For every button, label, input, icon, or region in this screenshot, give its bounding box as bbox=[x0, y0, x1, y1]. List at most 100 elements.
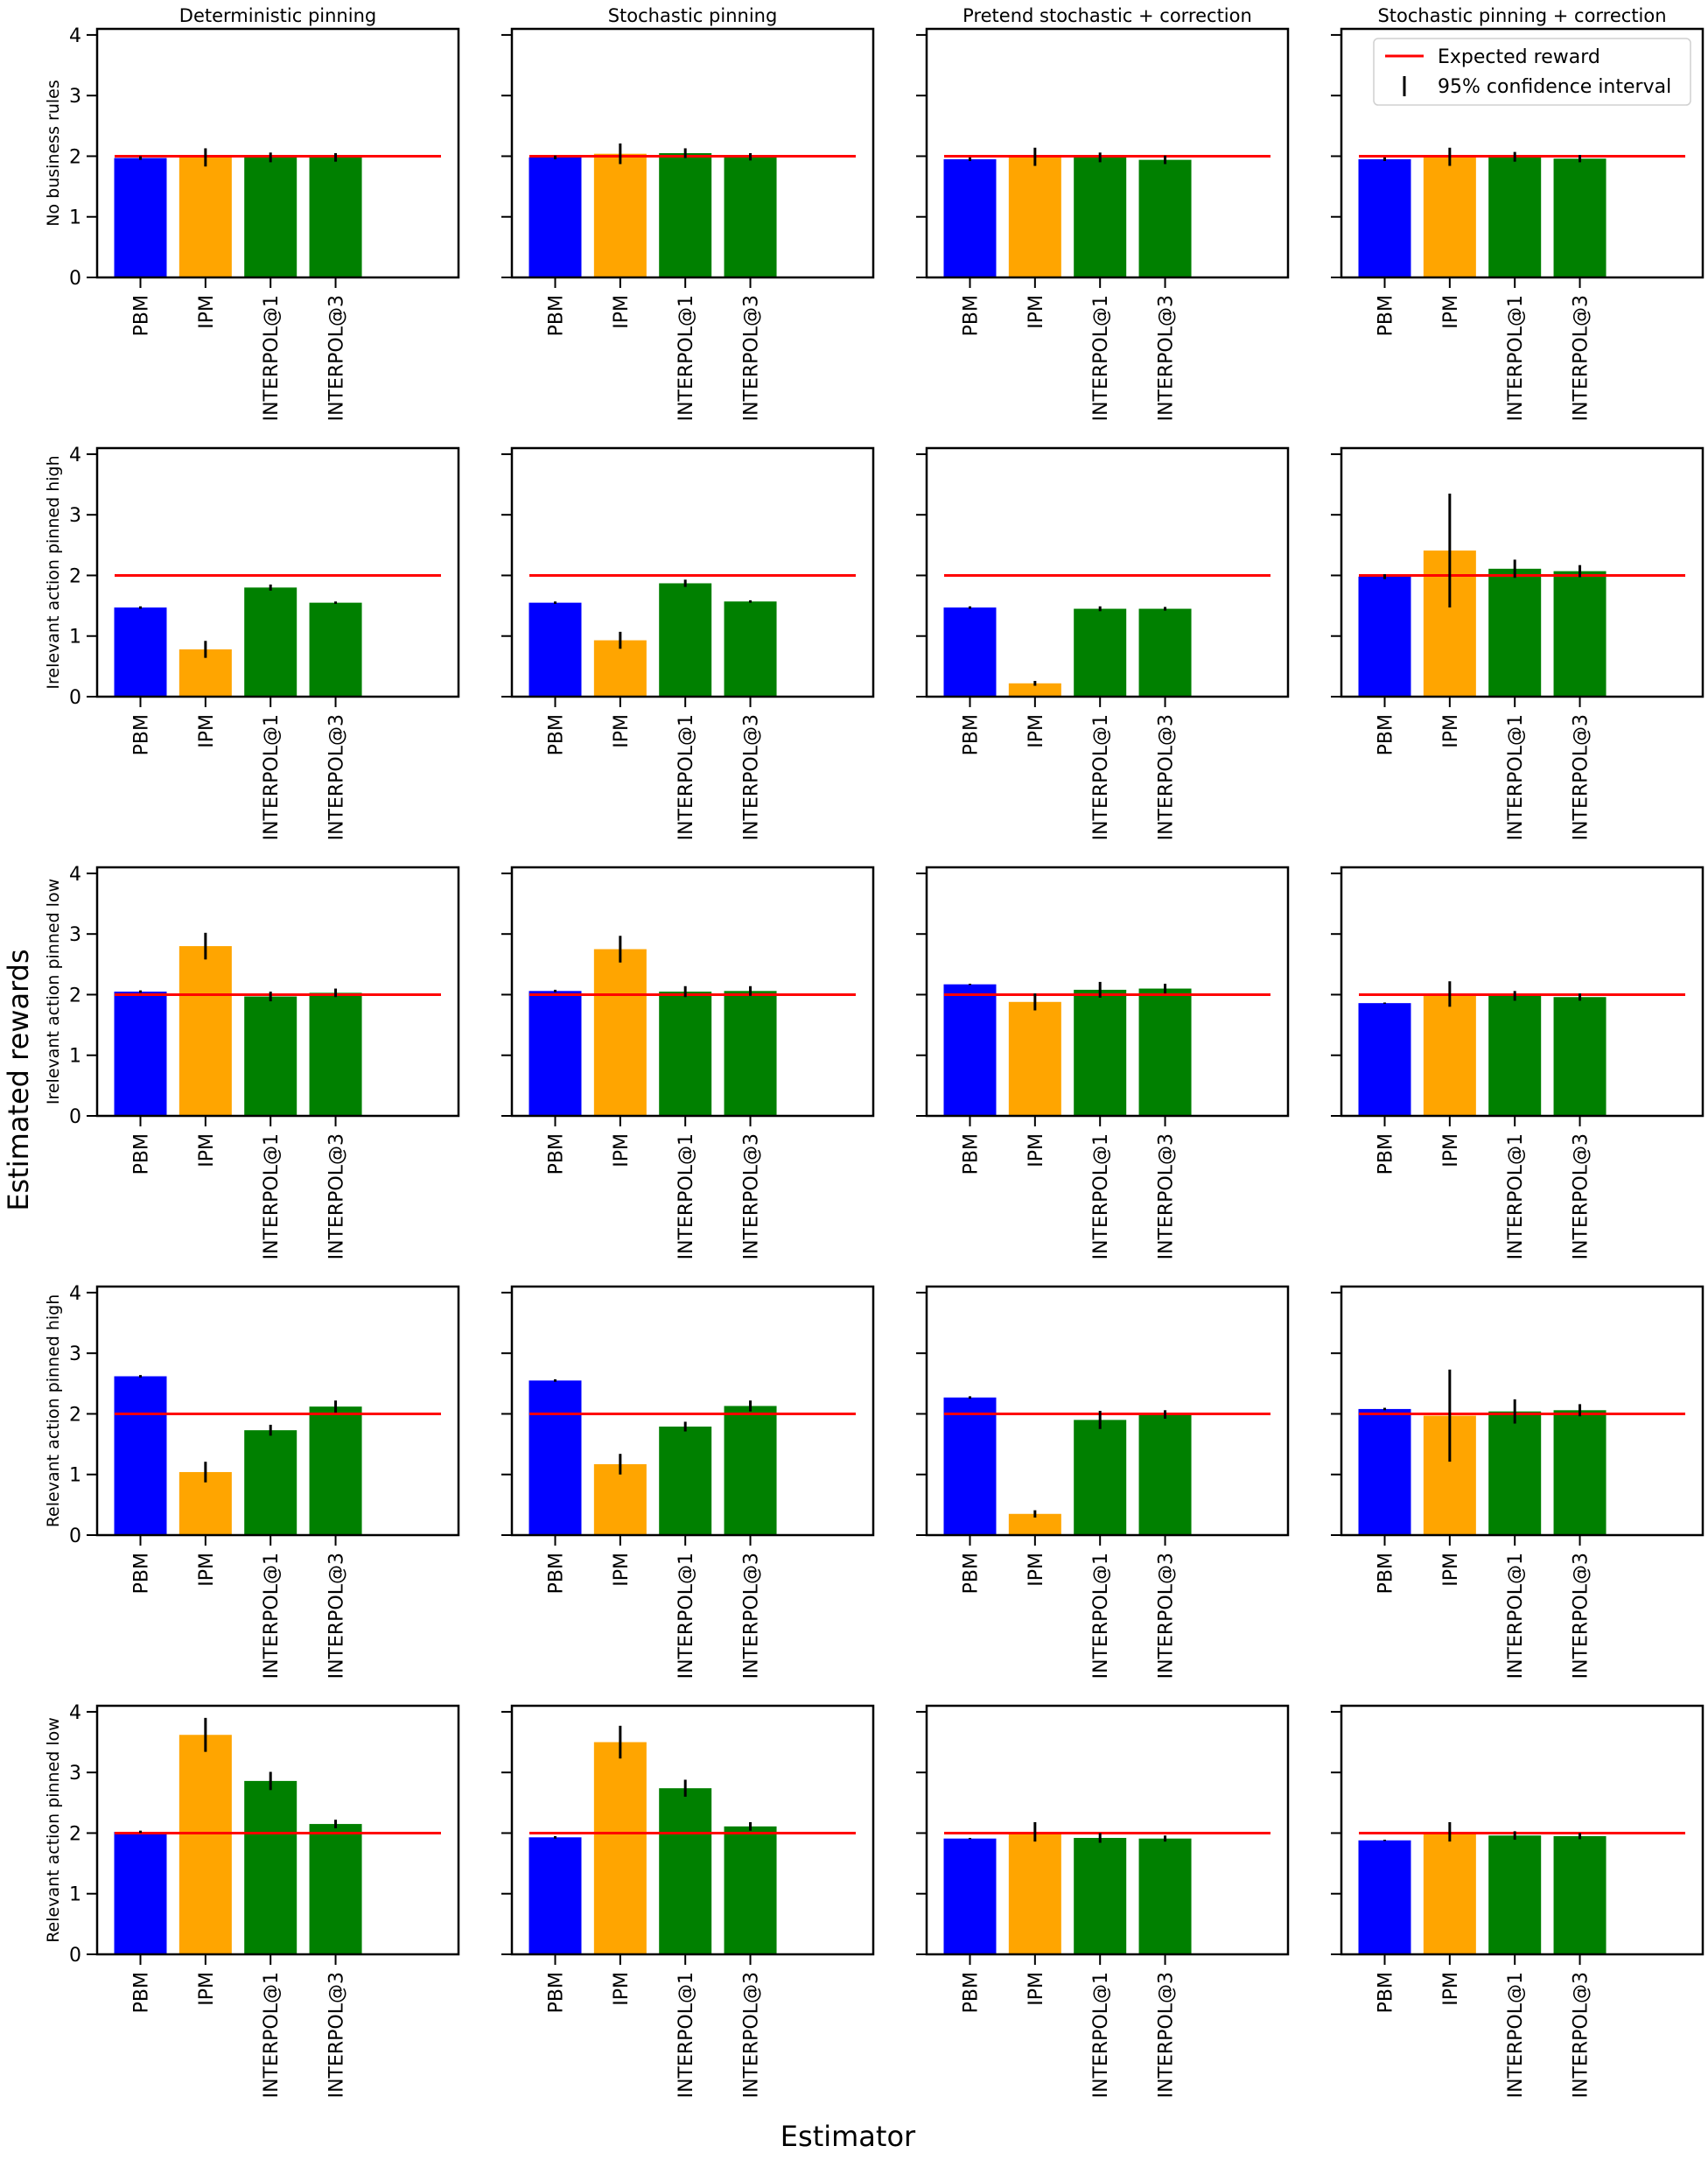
bar-interpol-at-3 bbox=[309, 992, 362, 1116]
bar-interpol-at-1 bbox=[1074, 157, 1127, 277]
panel-r2-c4: PBM IPM INTERPOL@1 INTERPOL@3 bbox=[1331, 446, 1704, 840]
y-tick-label: 3 bbox=[69, 505, 81, 527]
bar-interpol-at-3 bbox=[724, 157, 777, 277]
bar-interpol-at-3 bbox=[1138, 988, 1192, 1116]
bar-pbm bbox=[943, 1397, 997, 1535]
axes-frame bbox=[510, 446, 875, 698]
y-tick-label: 2 bbox=[69, 146, 81, 168]
y-tick-label: 2 bbox=[69, 565, 81, 587]
x-tick-label: INTERPOL@3 bbox=[1571, 714, 1592, 840]
bar-interpol-at-1 bbox=[244, 1780, 298, 1954]
bar-interpol-at-1 bbox=[1488, 995, 1542, 1116]
bar-pbm bbox=[1358, 576, 1411, 697]
bar-interpol-at-1 bbox=[1074, 1838, 1127, 1954]
x-tick-label: INTERPOL@1 bbox=[261, 714, 283, 840]
x-tick-label: PBM bbox=[546, 295, 568, 336]
panel-r2-c1: 0 1 2 3 4 PBM IPM INTERPOL@1 INTERPOL@3 Irelevant… bbox=[44, 445, 460, 840]
bar-interpol-at-1 bbox=[659, 153, 712, 277]
bar-pbm bbox=[943, 984, 997, 1116]
y-tick-label: 4 bbox=[69, 1283, 81, 1305]
panel-r1-c1: 0 1 2 3 4 PBM IPM INTERPOL@1 INTERPOL@3 Determini… bbox=[44, 5, 460, 421]
x-tick-label: INTERPOL@1 bbox=[261, 1553, 283, 1679]
axes-frame bbox=[95, 27, 460, 279]
axes-frame bbox=[510, 866, 875, 1118]
column-title: Deterministic pinning bbox=[179, 5, 376, 26]
bar-interpol-at-3 bbox=[724, 1406, 777, 1535]
y-tick-label: 1 bbox=[69, 627, 81, 649]
x-tick-label: INTERPOL@3 bbox=[326, 714, 348, 840]
bar-pbm bbox=[943, 1838, 997, 1954]
column-title: Stochastic pinning + correction bbox=[1377, 5, 1666, 26]
x-tick-label: INTERPOL@3 bbox=[1156, 1133, 1178, 1259]
x-tick-label: IPM bbox=[1440, 1972, 1462, 2006]
panel-r4-c4: PBM IPM INTERPOL@1 INTERPOL@3 bbox=[1331, 1285, 1704, 1679]
y-tick-label: 3 bbox=[69, 1343, 81, 1365]
x-tick-label: PBM bbox=[131, 714, 153, 755]
bar-pbm bbox=[114, 1376, 167, 1535]
x-tick-label: INTERPOL@1 bbox=[1090, 714, 1112, 840]
x-tick-label: IPM bbox=[611, 295, 633, 329]
bar-pbm bbox=[528, 602, 582, 697]
bar-pbm bbox=[114, 1832, 167, 1954]
x-tick-label: INTERPOL@1 bbox=[1090, 1553, 1112, 1679]
axes-frame bbox=[510, 1704, 875, 1956]
axes-frame bbox=[510, 27, 875, 279]
bar-ipm bbox=[593, 1742, 647, 1954]
bar-interpol-at-3 bbox=[724, 1826, 777, 1954]
x-tick-label: INTERPOL@1 bbox=[1090, 1133, 1112, 1259]
x-tick-label: INTERPOL@3 bbox=[326, 1972, 348, 2098]
bar-interpol-at-1 bbox=[1488, 157, 1542, 277]
x-tick-label: INTERPOL@3 bbox=[326, 1133, 348, 1259]
panel-r5-c3: PBM IPM INTERPOL@1 INTERPOL@3 bbox=[916, 1704, 1290, 2098]
axes-frame bbox=[1340, 446, 1704, 698]
panel-r1-c2: PBM IPM INTERPOL@1 INTERPOL@3 Stochastic pin… bbox=[501, 5, 875, 421]
bar-interpol-at-1 bbox=[244, 996, 298, 1116]
bar-interpol-at-3 bbox=[724, 991, 777, 1116]
legend-label-expected-reward: Expected reward bbox=[1438, 46, 1600, 68]
bar-interpol-at-3 bbox=[1553, 1835, 1606, 1954]
y-tick-label: 3 bbox=[69, 86, 81, 108]
x-tick-label: PBM bbox=[961, 295, 983, 336]
legend: Expected reward 95% confidence interval bbox=[1373, 38, 1691, 106]
axes-frame bbox=[925, 1285, 1290, 1537]
x-tick-label: INTERPOL@1 bbox=[261, 1133, 283, 1259]
bar-ipm bbox=[178, 157, 232, 277]
x-tick-label: PBM bbox=[1376, 714, 1397, 755]
bar-interpol-at-1 bbox=[1488, 1411, 1542, 1535]
bar-ipm bbox=[593, 153, 647, 277]
axes-frame bbox=[925, 866, 1290, 1118]
x-tick-label: IPM bbox=[1026, 1972, 1047, 2006]
axes-frame bbox=[510, 1285, 875, 1537]
panel-r4-c3: PBM IPM INTERPOL@1 INTERPOL@3 bbox=[916, 1285, 1290, 1679]
x-tick-label: INTERPOL@3 bbox=[741, 1133, 763, 1259]
bar-pbm bbox=[114, 992, 167, 1116]
axes-frame bbox=[925, 446, 1290, 698]
bar-interpol-at-1 bbox=[244, 1430, 298, 1535]
bar-interpol-at-1 bbox=[659, 1427, 712, 1535]
x-tick-label: INTERPOL@3 bbox=[741, 714, 763, 840]
x-tick-label: INTERPOL@1 bbox=[261, 1972, 283, 2098]
axes-frame bbox=[925, 1704, 1290, 1956]
figure-ylabel: Estimated rewards bbox=[2, 949, 35, 1210]
panel-r3-c3: PBM IPM INTERPOL@1 INTERPOL@3 bbox=[916, 866, 1290, 1259]
x-tick-label: PBM bbox=[1376, 1133, 1397, 1175]
axes-frame bbox=[95, 1704, 460, 1956]
bar-interpol-at-1 bbox=[1074, 989, 1127, 1116]
x-tick-label: PBM bbox=[131, 295, 153, 336]
bar-interpol-at-3 bbox=[309, 1406, 362, 1535]
x-tick-label: INTERPOL@3 bbox=[1571, 295, 1592, 421]
bar-pbm bbox=[1358, 1840, 1411, 1954]
axes-frame bbox=[1340, 1704, 1704, 1956]
x-tick-label: PBM bbox=[961, 1133, 983, 1175]
bar-ipm bbox=[1008, 683, 1061, 697]
x-tick-label: IPM bbox=[611, 1972, 633, 2006]
x-tick-label: IPM bbox=[611, 1553, 633, 1587]
x-tick-label: IPM bbox=[1440, 295, 1462, 329]
x-tick-label: INTERPOL@1 bbox=[676, 714, 697, 840]
x-tick-label: INTERPOL@1 bbox=[1090, 295, 1112, 421]
row-label: Irelevant action pinned low bbox=[44, 879, 63, 1105]
x-tick-label: PBM bbox=[546, 714, 568, 755]
x-tick-label: INTERPOL@1 bbox=[1505, 1972, 1527, 2098]
axes-frame bbox=[1340, 866, 1704, 1118]
x-tick-label: IPM bbox=[611, 1133, 633, 1168]
